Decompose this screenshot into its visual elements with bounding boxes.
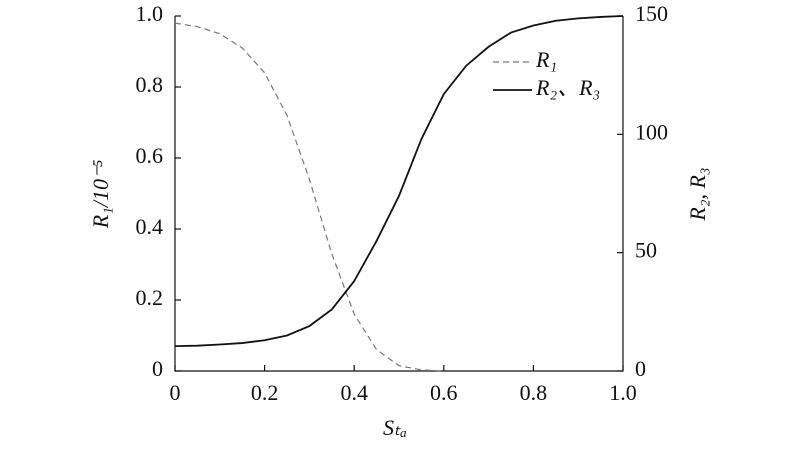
y-tick-label: 0.6 [136,143,164,168]
x-tick-label: 0.8 [520,380,548,405]
y-tick-label: 0.2 [136,285,164,310]
x-tick-label: 0 [170,380,181,405]
x-tick-label: 0.2 [251,380,279,405]
y-axis-label: R₁/10⁻⁵ [88,159,113,229]
y-tick-label: 0.4 [136,214,164,239]
x-axis-label: Sₜₐ [383,415,407,440]
y2-tick-label: 100 [635,119,668,144]
series-line [174,15,624,348]
y-tick-label: 0 [152,356,163,381]
y2-tick-label: 150 [635,1,668,26]
y2-axis-label: R₂, R₃ [685,167,710,221]
y-tick-label: 0.8 [136,72,164,97]
y2-tick-label: 0 [635,356,646,381]
x-tick-label: 1.0 [609,380,637,405]
y-tick-label: 1.0 [136,1,164,26]
axes [174,16,624,372]
x-tick-label: 0.4 [340,380,368,405]
series-line [174,22,444,372]
legend-label: R₁ [535,47,557,72]
y2-tick-label: 50 [635,238,657,263]
x-tick-label: 0.6 [430,380,458,405]
legend-label: R₂、R₃ [535,75,600,100]
